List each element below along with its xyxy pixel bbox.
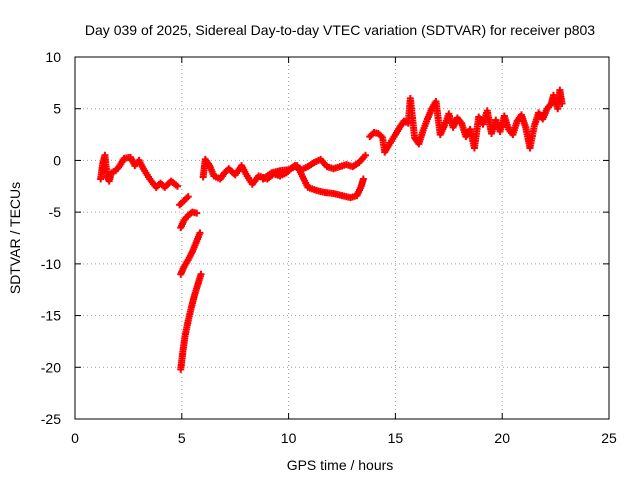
x-tick-label: 20 bbox=[494, 430, 510, 446]
y-tick-label: 5 bbox=[53, 101, 61, 117]
tick-labels: 0 5 10 15 20 25 -25 -20 -15 -10 -5 0 5 10 bbox=[41, 49, 617, 446]
y-tick-label: -15 bbox=[41, 308, 61, 324]
y-tick-label: -10 bbox=[41, 256, 61, 272]
y-tick-label: 0 bbox=[53, 152, 61, 168]
data-point bbox=[197, 270, 205, 278]
y-tick-label: 10 bbox=[45, 49, 61, 65]
data-point bbox=[174, 182, 182, 190]
y-tick-label: -25 bbox=[41, 411, 61, 427]
x-tick-label: 25 bbox=[601, 430, 617, 446]
data-point bbox=[193, 209, 201, 217]
data-points bbox=[97, 86, 566, 373]
data-point bbox=[361, 151, 369, 159]
chart-title: Day 039 of 2025, Sidereal Day-to-day VTE… bbox=[85, 22, 595, 38]
x-tick-label: 15 bbox=[388, 430, 404, 446]
data-point bbox=[558, 100, 566, 108]
x-tick-label: 10 bbox=[281, 430, 297, 446]
plot-frame bbox=[74, 56, 610, 420]
x-axis-label: GPS time / hours bbox=[287, 457, 394, 473]
x-tick-label: 5 bbox=[178, 430, 186, 446]
axis-ticks bbox=[74, 56, 610, 420]
y-axis-label: SDTVAR / TECUs bbox=[7, 182, 23, 294]
data-point bbox=[184, 193, 192, 201]
y-tick-label: -20 bbox=[41, 359, 61, 375]
y-tick-label: -5 bbox=[49, 204, 62, 220]
data-point bbox=[196, 229, 204, 237]
x-tick-label: 0 bbox=[71, 430, 79, 446]
grid-lines bbox=[75, 57, 609, 419]
data-point bbox=[359, 175, 367, 183]
